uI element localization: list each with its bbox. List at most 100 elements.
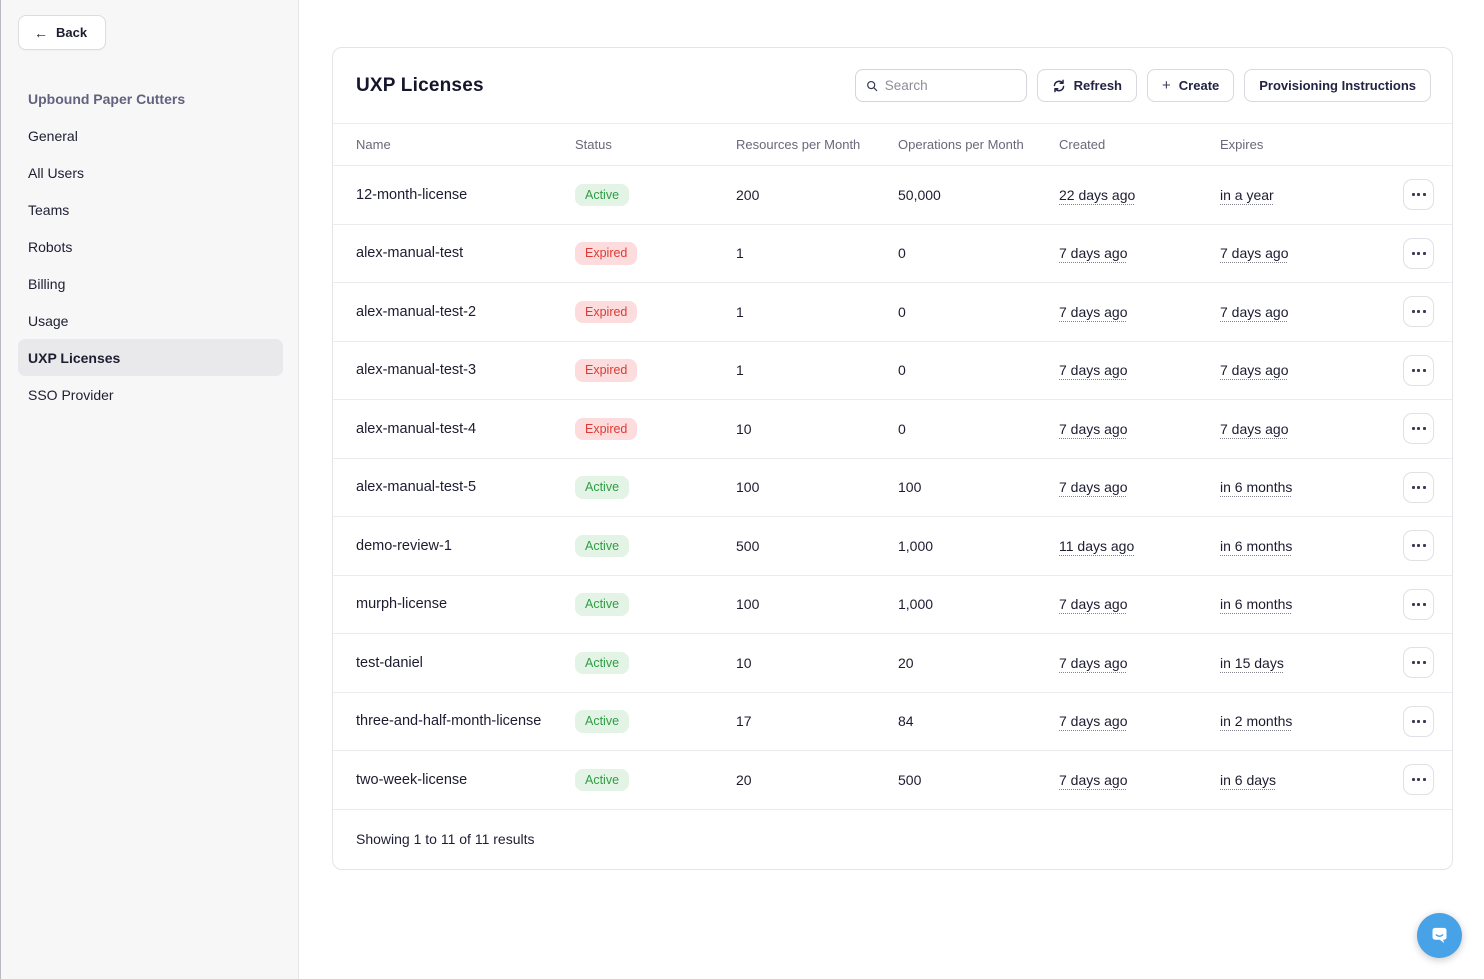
column-header-name: Name	[356, 137, 391, 152]
created-cell: 7 days ago	[1059, 655, 1220, 671]
table-row: three-and-half-month-license Active 17 8…	[333, 693, 1452, 751]
status-cell: Active	[575, 710, 736, 733]
sidebar-item-all-users[interactable]: All Users	[18, 154, 283, 191]
row-actions-button[interactable]	[1403, 764, 1434, 796]
search-icon	[866, 80, 877, 91]
search-input[interactable]	[884, 78, 1016, 93]
status-cell: Active	[575, 476, 736, 499]
licenses-card: UXP Licenses Refresh	[332, 47, 1453, 870]
sidebar-item-billing[interactable]: Billing	[18, 265, 283, 302]
row-actions-button[interactable]	[1403, 179, 1434, 211]
status-badge: Active	[575, 183, 630, 206]
results-count-text: Showing 1 to 11 of 11 results	[356, 831, 535, 848]
created-cell: 7 days ago	[1059, 479, 1220, 495]
resources-per-month-cell: 500	[736, 537, 760, 554]
sidebar-item-sso-provider[interactable]: SSO Provider	[18, 376, 283, 413]
operations-per-month-cell: 0	[898, 303, 906, 320]
row-actions-button[interactable]	[1403, 530, 1434, 562]
refresh-button-label: Refresh	[1073, 78, 1123, 93]
actions-cell	[1403, 705, 1434, 737]
column-header-operations: Operations per Month	[898, 137, 1024, 152]
row-actions-button[interactable]	[1403, 471, 1434, 503]
table-footer: Showing 1 to 11 of 11 results	[333, 810, 1452, 870]
created-cell: 11 days ago	[1059, 538, 1220, 554]
license-name: test-daniel	[356, 654, 423, 671]
sidebar-item-label: Billing	[28, 275, 66, 292]
license-name: alex-manual-test-5	[356, 479, 477, 496]
operations-per-month-cell: 50,000	[898, 186, 941, 203]
actions-cell	[1403, 588, 1434, 620]
create-button[interactable]: + Create	[1147, 69, 1235, 102]
row-actions-button[interactable]	[1403, 296, 1434, 328]
row-actions-button[interactable]	[1403, 413, 1434, 445]
sidebar-item-uxp-licenses[interactable]: UXP Licenses	[18, 339, 283, 376]
refresh-button[interactable]: Refresh	[1036, 69, 1138, 102]
table-body: 12-month-license Active 200 50,000 22 da…	[333, 166, 1452, 810]
refresh-icon	[1053, 79, 1064, 92]
table-row: alex-manual-test-2 Expired 1 0 7 days ag…	[333, 283, 1452, 342]
actions-cell	[1403, 530, 1434, 562]
sidebar-item-robots[interactable]: Robots	[18, 228, 283, 265]
created-date: 7 days ago	[1059, 596, 1128, 613]
row-actions-button[interactable]	[1403, 588, 1434, 620]
status-cell: Expired	[575, 359, 736, 382]
expires-date: in 6 months	[1220, 537, 1293, 554]
created-date: 7 days ago	[1059, 245, 1128, 262]
chat-bubble-icon	[1432, 927, 1447, 944]
back-button-label: Back	[56, 25, 88, 40]
row-actions-button[interactable]	[1403, 647, 1434, 679]
row-actions-button[interactable]	[1403, 354, 1434, 386]
expires-cell: in 6 days	[1220, 772, 1394, 788]
column-header-created: Created	[1059, 137, 1106, 152]
created-date: 7 days ago	[1059, 713, 1128, 730]
expires-cell: in 6 months	[1220, 596, 1394, 612]
plus-icon: +	[1162, 77, 1171, 94]
column-header-expires: Expires	[1220, 137, 1264, 152]
sidebar-item-teams[interactable]: Teams	[18, 191, 283, 228]
resources-per-month-cell: 1	[736, 303, 744, 320]
operations-per-month-cell: 500	[898, 771, 922, 788]
sidebar-items: General All Users Teams Robots Billing U…	[18, 117, 283, 413]
status-badge: Active	[575, 534, 630, 557]
row-actions-button[interactable]	[1403, 705, 1434, 737]
actions-cell	[1403, 237, 1434, 269]
status-cell: Active	[575, 534, 736, 557]
actions-cell	[1403, 764, 1434, 796]
created-date: 11 days ago	[1059, 537, 1135, 554]
status-badge: Active	[575, 651, 630, 674]
expires-date: in 6 days	[1220, 771, 1277, 788]
license-name: alex-manual-test-4	[356, 420, 477, 437]
status-cell: Active	[575, 651, 736, 674]
license-name: alex-manual-test	[356, 245, 464, 262]
resources-per-month-cell: 1	[736, 245, 744, 262]
expires-date: 7 days ago	[1220, 303, 1289, 320]
sidebar-item-usage[interactable]: Usage	[18, 302, 283, 339]
create-button-label: Create	[1178, 78, 1220, 93]
actions-cell	[1403, 413, 1434, 445]
expires-date: in 6 months	[1220, 596, 1293, 613]
sidebar-item-label: Robots	[28, 238, 73, 255]
resources-per-month-cell: 20	[736, 771, 752, 788]
resources-per-month-cell: 100	[736, 479, 760, 496]
sidebar-item-general[interactable]: General	[18, 117, 283, 154]
row-actions-button[interactable]	[1403, 237, 1434, 269]
status-cell: Expired	[575, 300, 736, 323]
expires-cell: in 2 months	[1220, 713, 1394, 729]
sidebar-item-label: Usage	[28, 312, 69, 329]
operations-per-month-cell: 0	[898, 362, 906, 379]
created-cell: 7 days ago	[1059, 304, 1220, 320]
back-button[interactable]: ← Back	[18, 15, 107, 50]
back-arrow-icon: ←	[34, 24, 48, 41]
actions-cell	[1403, 179, 1434, 211]
provisioning-instructions-button[interactable]: Provisioning Instructions	[1244, 69, 1431, 102]
license-name: demo-review-1	[356, 537, 452, 554]
operations-per-month-cell: 1,000	[898, 537, 934, 554]
expires-cell: in 15 days	[1220, 655, 1394, 671]
table-row: test-daniel Active 10 20 7 days ago in 1…	[333, 634, 1452, 693]
chat-launcher-button[interactable]	[1417, 913, 1462, 958]
created-cell: 7 days ago	[1059, 596, 1220, 612]
table-row: alex-manual-test Expired 1 0 7 days ago …	[333, 225, 1452, 283]
resources-per-month-cell: 10	[736, 420, 752, 437]
created-date: 7 days ago	[1059, 362, 1128, 379]
org-title: Upbound Paper Cutters	[28, 90, 186, 107]
